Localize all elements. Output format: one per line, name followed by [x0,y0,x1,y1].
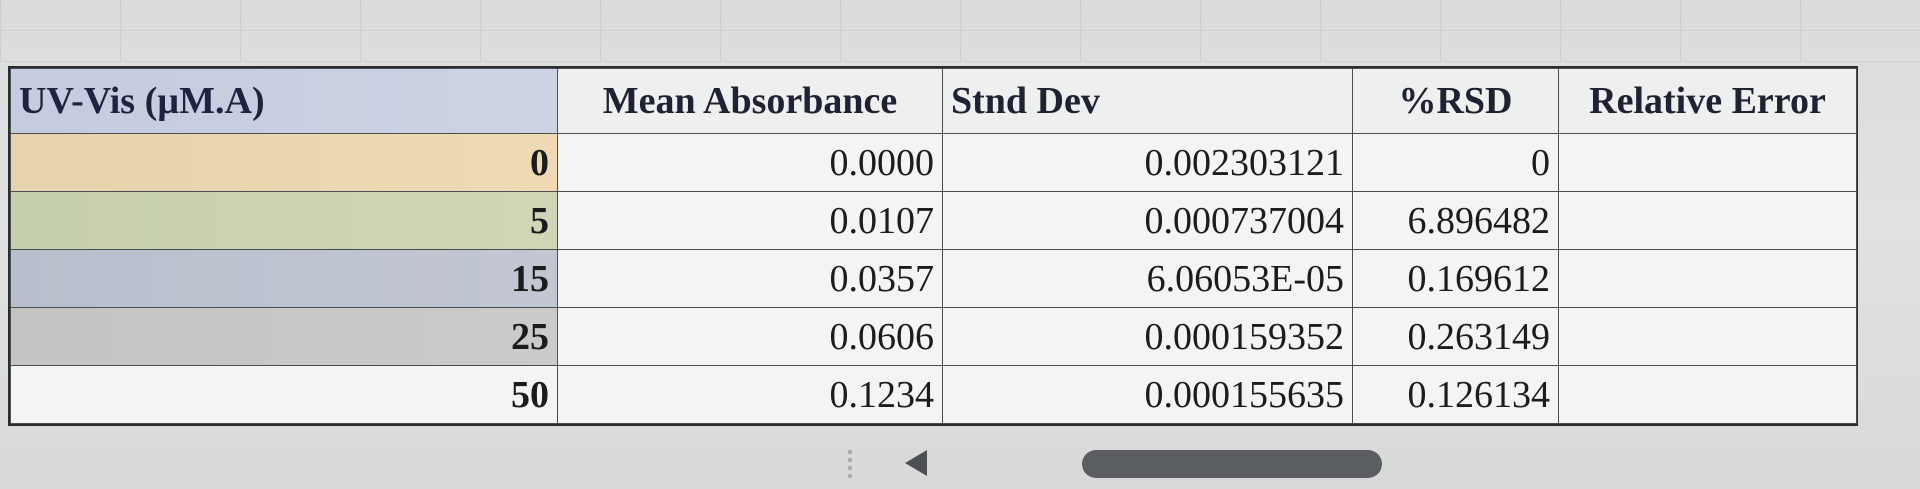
table-header-row: UV-Vis (µM.A) Mean Absorbance Stnd Dev %… [10,68,1857,134]
cell-concentration[interactable]: 0 [10,133,558,192]
data-table: UV-Vis (µM.A) Mean Absorbance Stnd Dev %… [8,66,1858,426]
table-row: 0 0.0000 0.002303121 0 [10,133,1857,192]
cell-rsd[interactable]: 0.263149 [1352,307,1559,366]
cell-concentration[interactable]: 25 [10,307,558,366]
spreadsheet-grid-background [0,0,1920,62]
table-row: 25 0.0606 0.000159352 0.263149 [10,307,1857,366]
table-row: 15 0.0357 6.06053E-05 0.169612 [10,249,1857,308]
header-stnd-dev[interactable]: Stnd Dev [942,68,1353,134]
cell-mean-absorbance[interactable]: 0.0000 [557,133,943,192]
cell-stnd-dev[interactable]: 6.06053E-05 [942,249,1353,308]
cell-concentration[interactable]: 50 [10,365,558,424]
cell-rsd[interactable]: 0.169612 [1352,249,1559,308]
scrollbar-thumb[interactable] [1082,450,1382,478]
cell-relative-error[interactable] [1558,133,1857,192]
header-relative-error[interactable]: Relative Error [1558,68,1857,134]
cell-mean-absorbance[interactable]: 0.0107 [557,191,943,250]
cell-stnd-dev[interactable]: 0.002303121 [942,133,1353,192]
cell-mean-absorbance[interactable]: 0.0606 [557,307,943,366]
cell-concentration[interactable]: 5 [10,191,558,250]
sheet-tab-dots-icon[interactable] [845,448,855,478]
header-mean-absorbance[interactable]: Mean Absorbance [557,68,943,134]
cell-relative-error[interactable] [1558,307,1857,366]
cell-relative-error[interactable] [1558,365,1857,424]
cell-stnd-dev[interactable]: 0.000159352 [942,307,1353,366]
horizontal-scrollbar [0,430,1920,489]
cell-mean-absorbance[interactable]: 0.1234 [557,365,943,424]
cell-stnd-dev[interactable]: 0.000737004 [942,191,1353,250]
table-row: 50 0.1234 0.000155635 0.126134 [10,365,1857,424]
cell-rsd[interactable]: 6.896482 [1352,191,1559,250]
cell-relative-error[interactable] [1558,191,1857,250]
cell-mean-absorbance[interactable]: 0.0357 [557,249,943,308]
header-rsd[interactable]: %RSD [1352,68,1559,134]
cell-stnd-dev[interactable]: 0.000155635 [942,365,1353,424]
header-uv-vis[interactable]: UV-Vis (µM.A) [10,68,558,134]
cell-rsd[interactable]: 0 [1352,133,1559,192]
cell-concentration[interactable]: 15 [10,249,558,308]
table-row: 5 0.0107 0.000737004 6.896482 [10,191,1857,250]
scroll-left-arrow-icon[interactable] [905,450,927,476]
cell-rsd[interactable]: 0.126134 [1352,365,1559,424]
cell-relative-error[interactable] [1558,249,1857,308]
